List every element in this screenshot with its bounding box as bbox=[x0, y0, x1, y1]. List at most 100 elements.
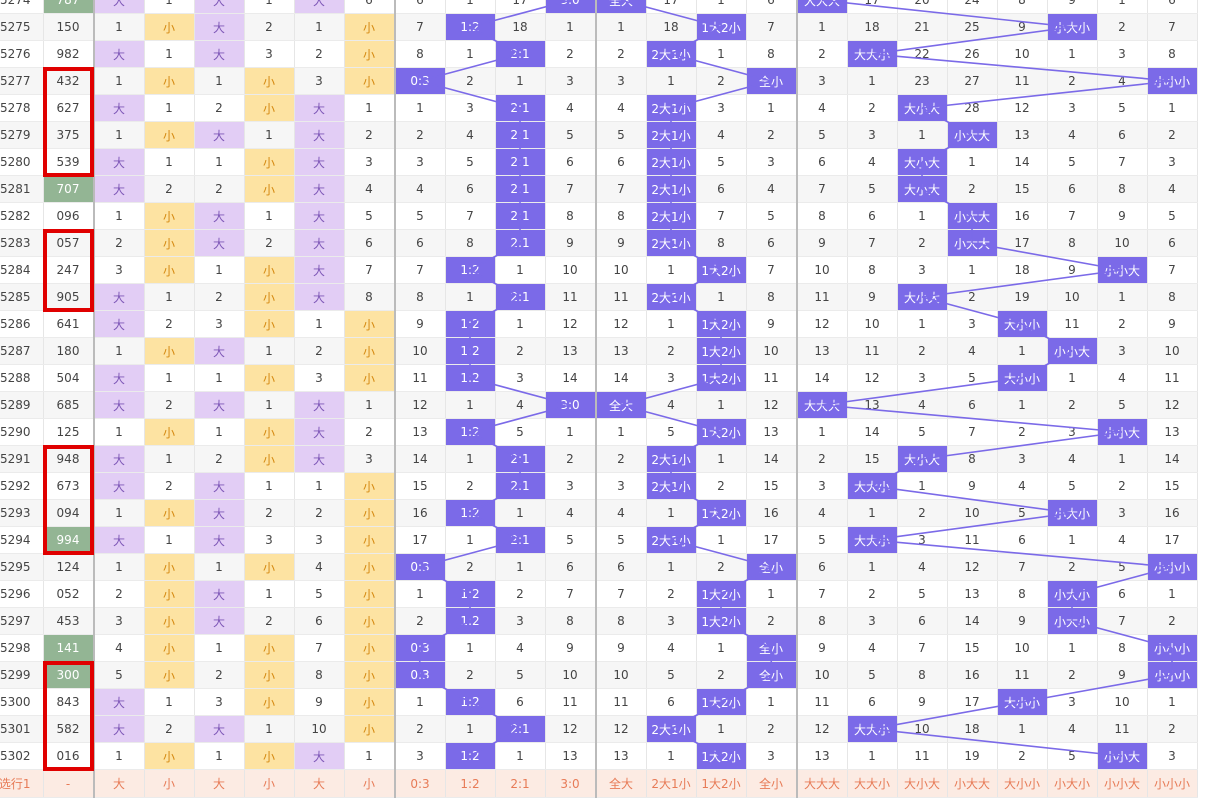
stat-cell: 5 bbox=[1147, 202, 1198, 230]
stat-cell: 1 bbox=[144, 688, 195, 716]
stat-cell: 小 bbox=[144, 202, 195, 230]
stat-cell: 5 bbox=[393, 202, 446, 230]
preselect-cell[interactable]: 全小 bbox=[746, 769, 797, 798]
issue-cell: 25288 bbox=[0, 364, 44, 392]
preselect-cell[interactable]: 小大大 bbox=[947, 769, 998, 798]
stat-cell: 1 bbox=[696, 715, 747, 743]
preselect-cell[interactable]: 小小小 bbox=[1147, 769, 1198, 798]
preselect-cell[interactable]: 小小大 bbox=[1097, 769, 1148, 798]
table-row: 25291948大12小大31412:1222大1小114215大小大83411… bbox=[0, 445, 1198, 473]
stat-cell: 大 bbox=[92, 94, 145, 122]
stat-cell: 8 bbox=[1147, 40, 1198, 68]
stat-cell: 6 bbox=[344, 0, 395, 14]
stat-cell: 17 bbox=[393, 526, 446, 554]
stat-cell: 大 bbox=[194, 121, 245, 149]
stat-cell: 1 bbox=[746, 688, 797, 716]
stat-cell: 6 bbox=[795, 148, 848, 176]
stat-cell: 5 bbox=[1097, 391, 1148, 419]
stat-cell: 4 bbox=[1097, 364, 1148, 392]
stat-cell: 小 bbox=[144, 229, 195, 257]
preselect-cell[interactable]: 3:0 bbox=[545, 769, 596, 798]
stat-cell: 大 bbox=[92, 310, 145, 338]
preselect-cell[interactable]: - bbox=[43, 769, 94, 798]
stat-cell: 1 bbox=[92, 67, 145, 95]
stat-cell: 7 bbox=[997, 553, 1048, 581]
stat-cell: 1 bbox=[897, 472, 948, 500]
stat-cell: 6 bbox=[393, 229, 446, 257]
stat-cell: 28 bbox=[947, 94, 998, 122]
number-cell: 453 bbox=[43, 607, 94, 635]
stat-cell: 1 bbox=[594, 418, 647, 446]
stat-cell: 12 bbox=[795, 310, 848, 338]
stat-cell: 小 bbox=[244, 148, 295, 176]
stat-cell: 9 bbox=[545, 634, 596, 662]
stat-cell: 小 bbox=[344, 13, 395, 41]
preselect-cell[interactable]: 小 bbox=[244, 769, 295, 798]
stat-cell: 全大 bbox=[594, 391, 647, 419]
stat-cell: 1 bbox=[445, 391, 496, 419]
preselect-cell[interactable]: 小 bbox=[144, 769, 195, 798]
stat-cell: 8 bbox=[594, 607, 647, 635]
preselect-cell[interactable]: 小大小 bbox=[1047, 769, 1098, 798]
stat-cell: 2 bbox=[194, 661, 245, 689]
table-row: 252930941小大22小161:214411大2小16412105小大小31… bbox=[0, 499, 1198, 527]
stat-cell: 8 bbox=[393, 283, 446, 311]
stat-cell: 7 bbox=[847, 229, 898, 257]
stat-cell: 6 bbox=[1147, 0, 1198, 14]
preselect-cell[interactable]: 预选行1 bbox=[0, 769, 44, 798]
stat-cell: 全小 bbox=[746, 661, 797, 689]
stat-cell: 小 bbox=[244, 553, 295, 581]
stat-cell: 3 bbox=[495, 607, 546, 635]
stat-cell: 1 bbox=[696, 283, 747, 311]
stat-cell: 1 bbox=[294, 310, 345, 338]
stat-cell: 1 bbox=[897, 121, 948, 149]
table-row: 252871801小大12小101:22131321大2小101311241小小… bbox=[0, 337, 1198, 365]
stat-cell: 2 bbox=[897, 229, 948, 257]
stat-cell: 9 bbox=[594, 229, 647, 257]
stat-cell: 9 bbox=[947, 472, 998, 500]
stat-cell: 10 bbox=[746, 337, 797, 365]
table-row: 25286641大23小1小91:21121211大2小9121013大小小11… bbox=[0, 310, 1198, 338]
preselect-cell[interactable]: 1大2小 bbox=[696, 769, 747, 798]
stat-cell: 3 bbox=[696, 94, 747, 122]
stat-cell: 2 bbox=[144, 310, 195, 338]
preselect-cell[interactable]: 小 bbox=[344, 769, 395, 798]
stat-cell: 3 bbox=[294, 526, 345, 554]
stat-cell: 5 bbox=[92, 661, 145, 689]
preselect-cell[interactable]: 大 bbox=[294, 769, 345, 798]
stat-cell: 小 bbox=[344, 715, 395, 743]
stat-cell: 4 bbox=[646, 391, 697, 419]
stat-cell: 1 bbox=[445, 715, 496, 743]
stat-cell: 小 bbox=[244, 67, 295, 95]
stat-cell: 3 bbox=[646, 607, 697, 635]
preselect-cell[interactable]: 2大1小 bbox=[646, 769, 697, 798]
preselect-cell[interactable]: 1:2 bbox=[445, 769, 496, 798]
number-cell: 094 bbox=[43, 499, 94, 527]
stat-cell: 12 bbox=[545, 715, 596, 743]
preselect-cell[interactable]: 大小小 bbox=[997, 769, 1048, 798]
stat-cell: 6 bbox=[393, 0, 446, 14]
preselect-cell[interactable]: 全大 bbox=[594, 769, 647, 798]
stat-cell: 8 bbox=[294, 661, 345, 689]
stat-cell: 11 bbox=[545, 283, 596, 311]
preselect-cell[interactable]: 大小大 bbox=[897, 769, 948, 798]
stat-cell: 14 bbox=[795, 364, 848, 392]
preselect-cell[interactable]: 大大大 bbox=[795, 769, 848, 798]
preselect-cell[interactable]: 0:3 bbox=[393, 769, 446, 798]
stat-cell: 1 bbox=[144, 526, 195, 554]
stat-cell: 大 bbox=[194, 526, 245, 554]
number-cell: 180 bbox=[43, 337, 94, 365]
preselect-cell[interactable]: 大 bbox=[92, 769, 145, 798]
stat-cell: 1 bbox=[545, 13, 596, 41]
stat-cell: 5 bbox=[1047, 148, 1098, 176]
stat-cell: 5 bbox=[646, 661, 697, 689]
stat-cell: 2 bbox=[244, 229, 295, 257]
stat-cell: 1:2 bbox=[445, 688, 496, 716]
preselect-cell[interactable]: 2:1 bbox=[495, 769, 546, 798]
preselect-cell[interactable]: 大大小 bbox=[847, 769, 898, 798]
preselect-cell[interactable]: 大 bbox=[194, 769, 245, 798]
stat-cell: 10 bbox=[393, 337, 446, 365]
